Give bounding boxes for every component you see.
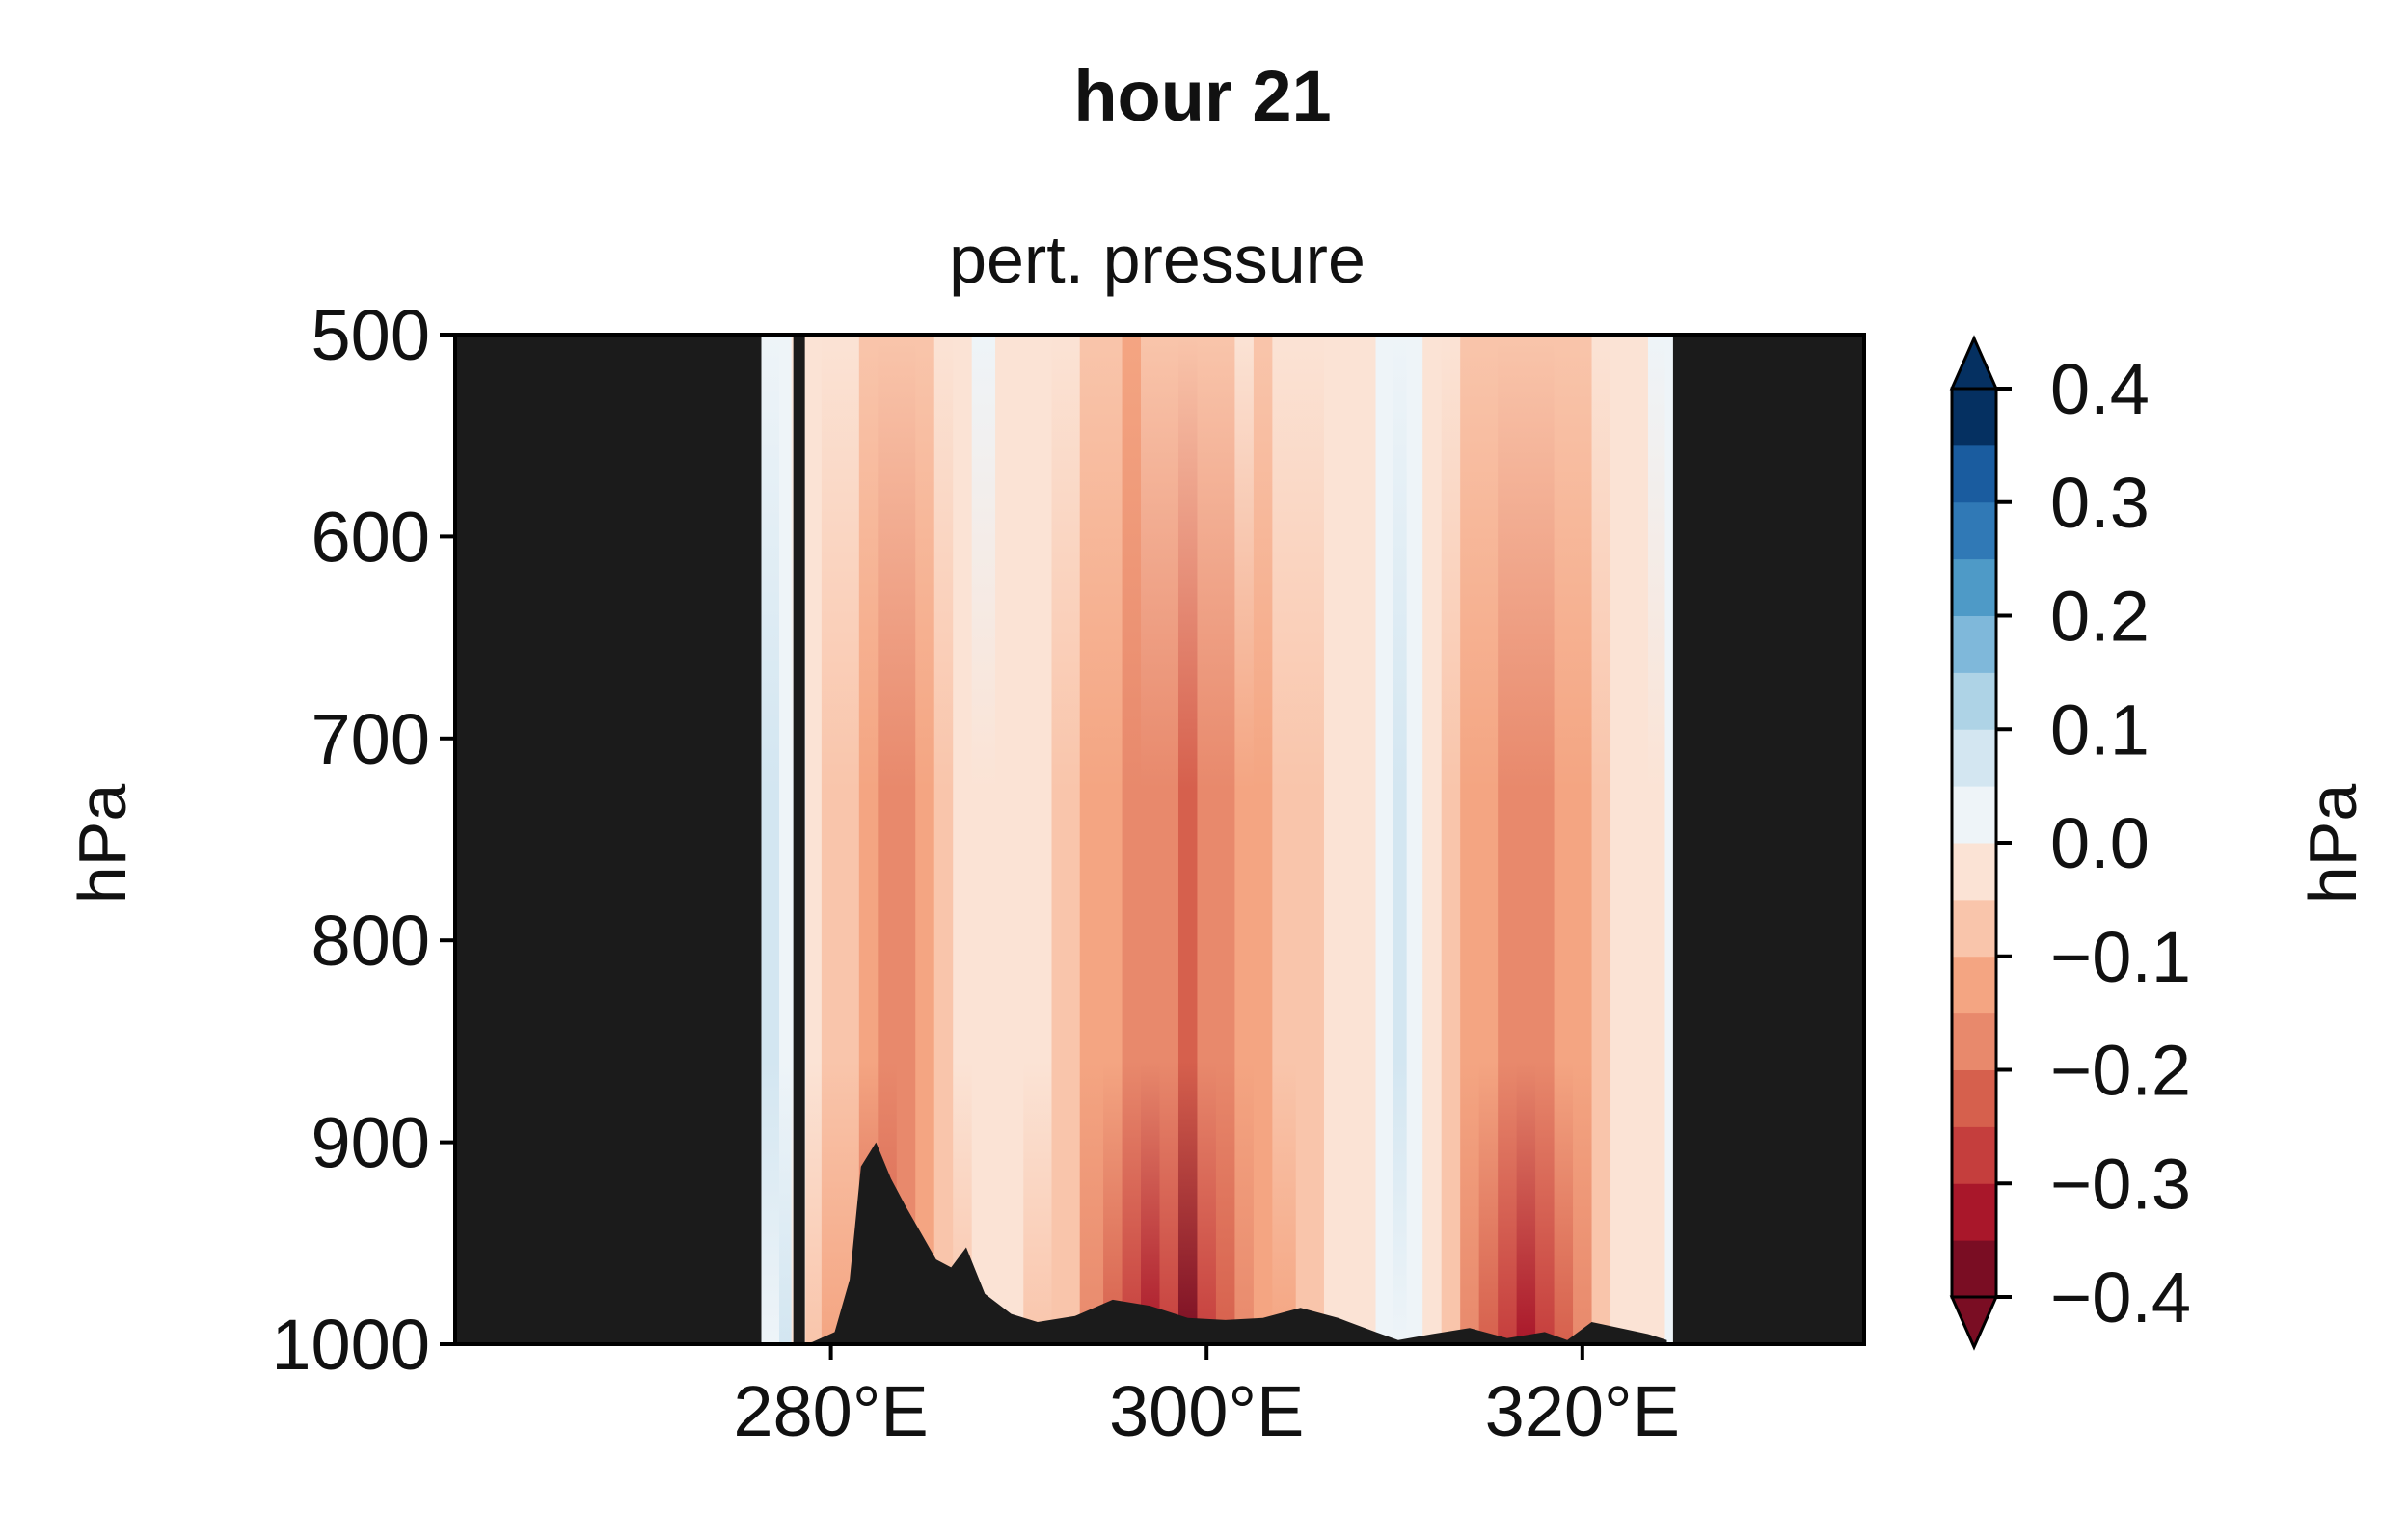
colorbar-tick-label: 0.1 [2050,689,2150,769]
field-column [1023,335,1053,1344]
colorbar-bin [1952,1126,1996,1184]
field-column [1573,335,1593,1344]
field-column [1215,335,1236,1344]
terrain-layer [789,1142,1667,1344]
field-column [1441,335,1461,1344]
pressure-field [761,335,1673,1344]
field-column [1159,335,1179,1344]
field-column [1393,335,1408,1344]
y-axis-title: hPa [65,784,140,904]
colorbar-tick-label: −0.3 [2050,1144,2191,1224]
field-column [915,335,935,1344]
field-column [1103,335,1123,1344]
field-column [1272,335,1297,1344]
y-tick-label: 1000 [271,1305,430,1385]
y-tick-label: 800 [311,901,430,981]
colorbar-bin [1952,615,1996,673]
field-column [1323,335,1353,1344]
field-column [878,335,898,1344]
y-axis: 500 600 700 800 900 1000 [271,295,455,1385]
field-column [1177,335,1199,1344]
field-column [1197,335,1217,1344]
field-column [1122,335,1142,1344]
field-column [1422,335,1443,1344]
field-column [1375,335,1393,1344]
colorbar-bin [1952,729,1996,787]
colorbar-tick-label: 0.2 [2050,577,2150,657]
colorbar-bin [1952,956,1996,1014]
x-tick-label: 300°E [1109,1371,1304,1451]
chart-subtitle: pert. pressure [949,222,1366,297]
y-tick-label: 900 [311,1103,430,1183]
y-tick-label: 600 [311,497,430,577]
field-column [858,335,879,1344]
colorbar-bin [1952,558,1996,616]
field-column [1141,335,1161,1344]
field-column [805,335,823,1344]
field-column [1460,335,1480,1344]
colorbar-bin [1952,1012,1996,1070]
field-column [761,335,771,1344]
field-column [821,335,841,1344]
field-column [1478,335,1499,1344]
field-column [1234,335,1255,1344]
field-column [1051,335,1081,1344]
colorbar-bin [1952,1183,1996,1241]
colorbar-bin [1952,899,1996,958]
field-column [779,335,793,1344]
colorbar-bin [1952,672,1996,730]
x-axis: 280°E 300°E 320°E [733,1344,1680,1451]
chart-title: hour 21 [1073,56,1331,136]
colorbar-bin [1952,786,1996,844]
field-column [1647,335,1666,1344]
colorbar-bin [1952,501,1996,560]
terrain-silhouette [789,1142,1667,1344]
field-column [971,335,996,1344]
colorbar-bin [1952,1069,1996,1127]
field-column [1591,335,1611,1344]
missing-strip [793,335,805,1344]
colorbar-tick-label: −0.4 [2050,1257,2191,1337]
field-column [995,335,1024,1344]
colorbar-bin [1952,445,1996,503]
colorbar-tick-label: 0.4 [2050,349,2150,429]
field-column [1406,335,1423,1344]
field-column [1554,335,1574,1344]
colorbar-bin [1952,1240,1996,1298]
y-tick-label: 700 [311,699,430,779]
colorbar-extend-min [1949,1295,1999,1351]
field-column [953,335,973,1344]
colorbar-tick-label: 0.3 [2050,463,2150,543]
colorbar-tick-label: 0.0 [2050,803,2150,883]
field-column [1610,335,1631,1344]
colorbar-tick-label: −0.2 [2050,1031,2191,1111]
field-column [1629,335,1649,1344]
field-column [1352,335,1377,1344]
x-tick-label: 280°E [733,1371,928,1451]
plot-frame [453,333,1866,1346]
colorbar-bin [1952,389,1996,446]
field-column [770,335,780,1344]
field-column [1664,335,1673,1344]
colorbar-extend-max [1949,335,1999,391]
colorbar-title: hPa [2295,784,2370,904]
field-column [896,335,916,1344]
x-tick-label: 320°E [1485,1371,1680,1451]
field-column [933,335,954,1344]
field-column [1535,335,1556,1344]
field-column [1295,335,1325,1344]
colorbar-tick-label: −0.1 [2050,917,2191,997]
field-column [1253,335,1273,1344]
field-column [1516,335,1536,1344]
field-column [1498,335,1518,1344]
field-column [1079,335,1104,1344]
field-column [840,335,860,1344]
colorbar-bin [1952,843,1996,901]
colorbar: 0.4 0.3 0.2 0.1 0.0 −0.1 −0.2 −0.3 −0.4 [1949,335,2191,1351]
y-tick-label: 500 [311,295,430,375]
